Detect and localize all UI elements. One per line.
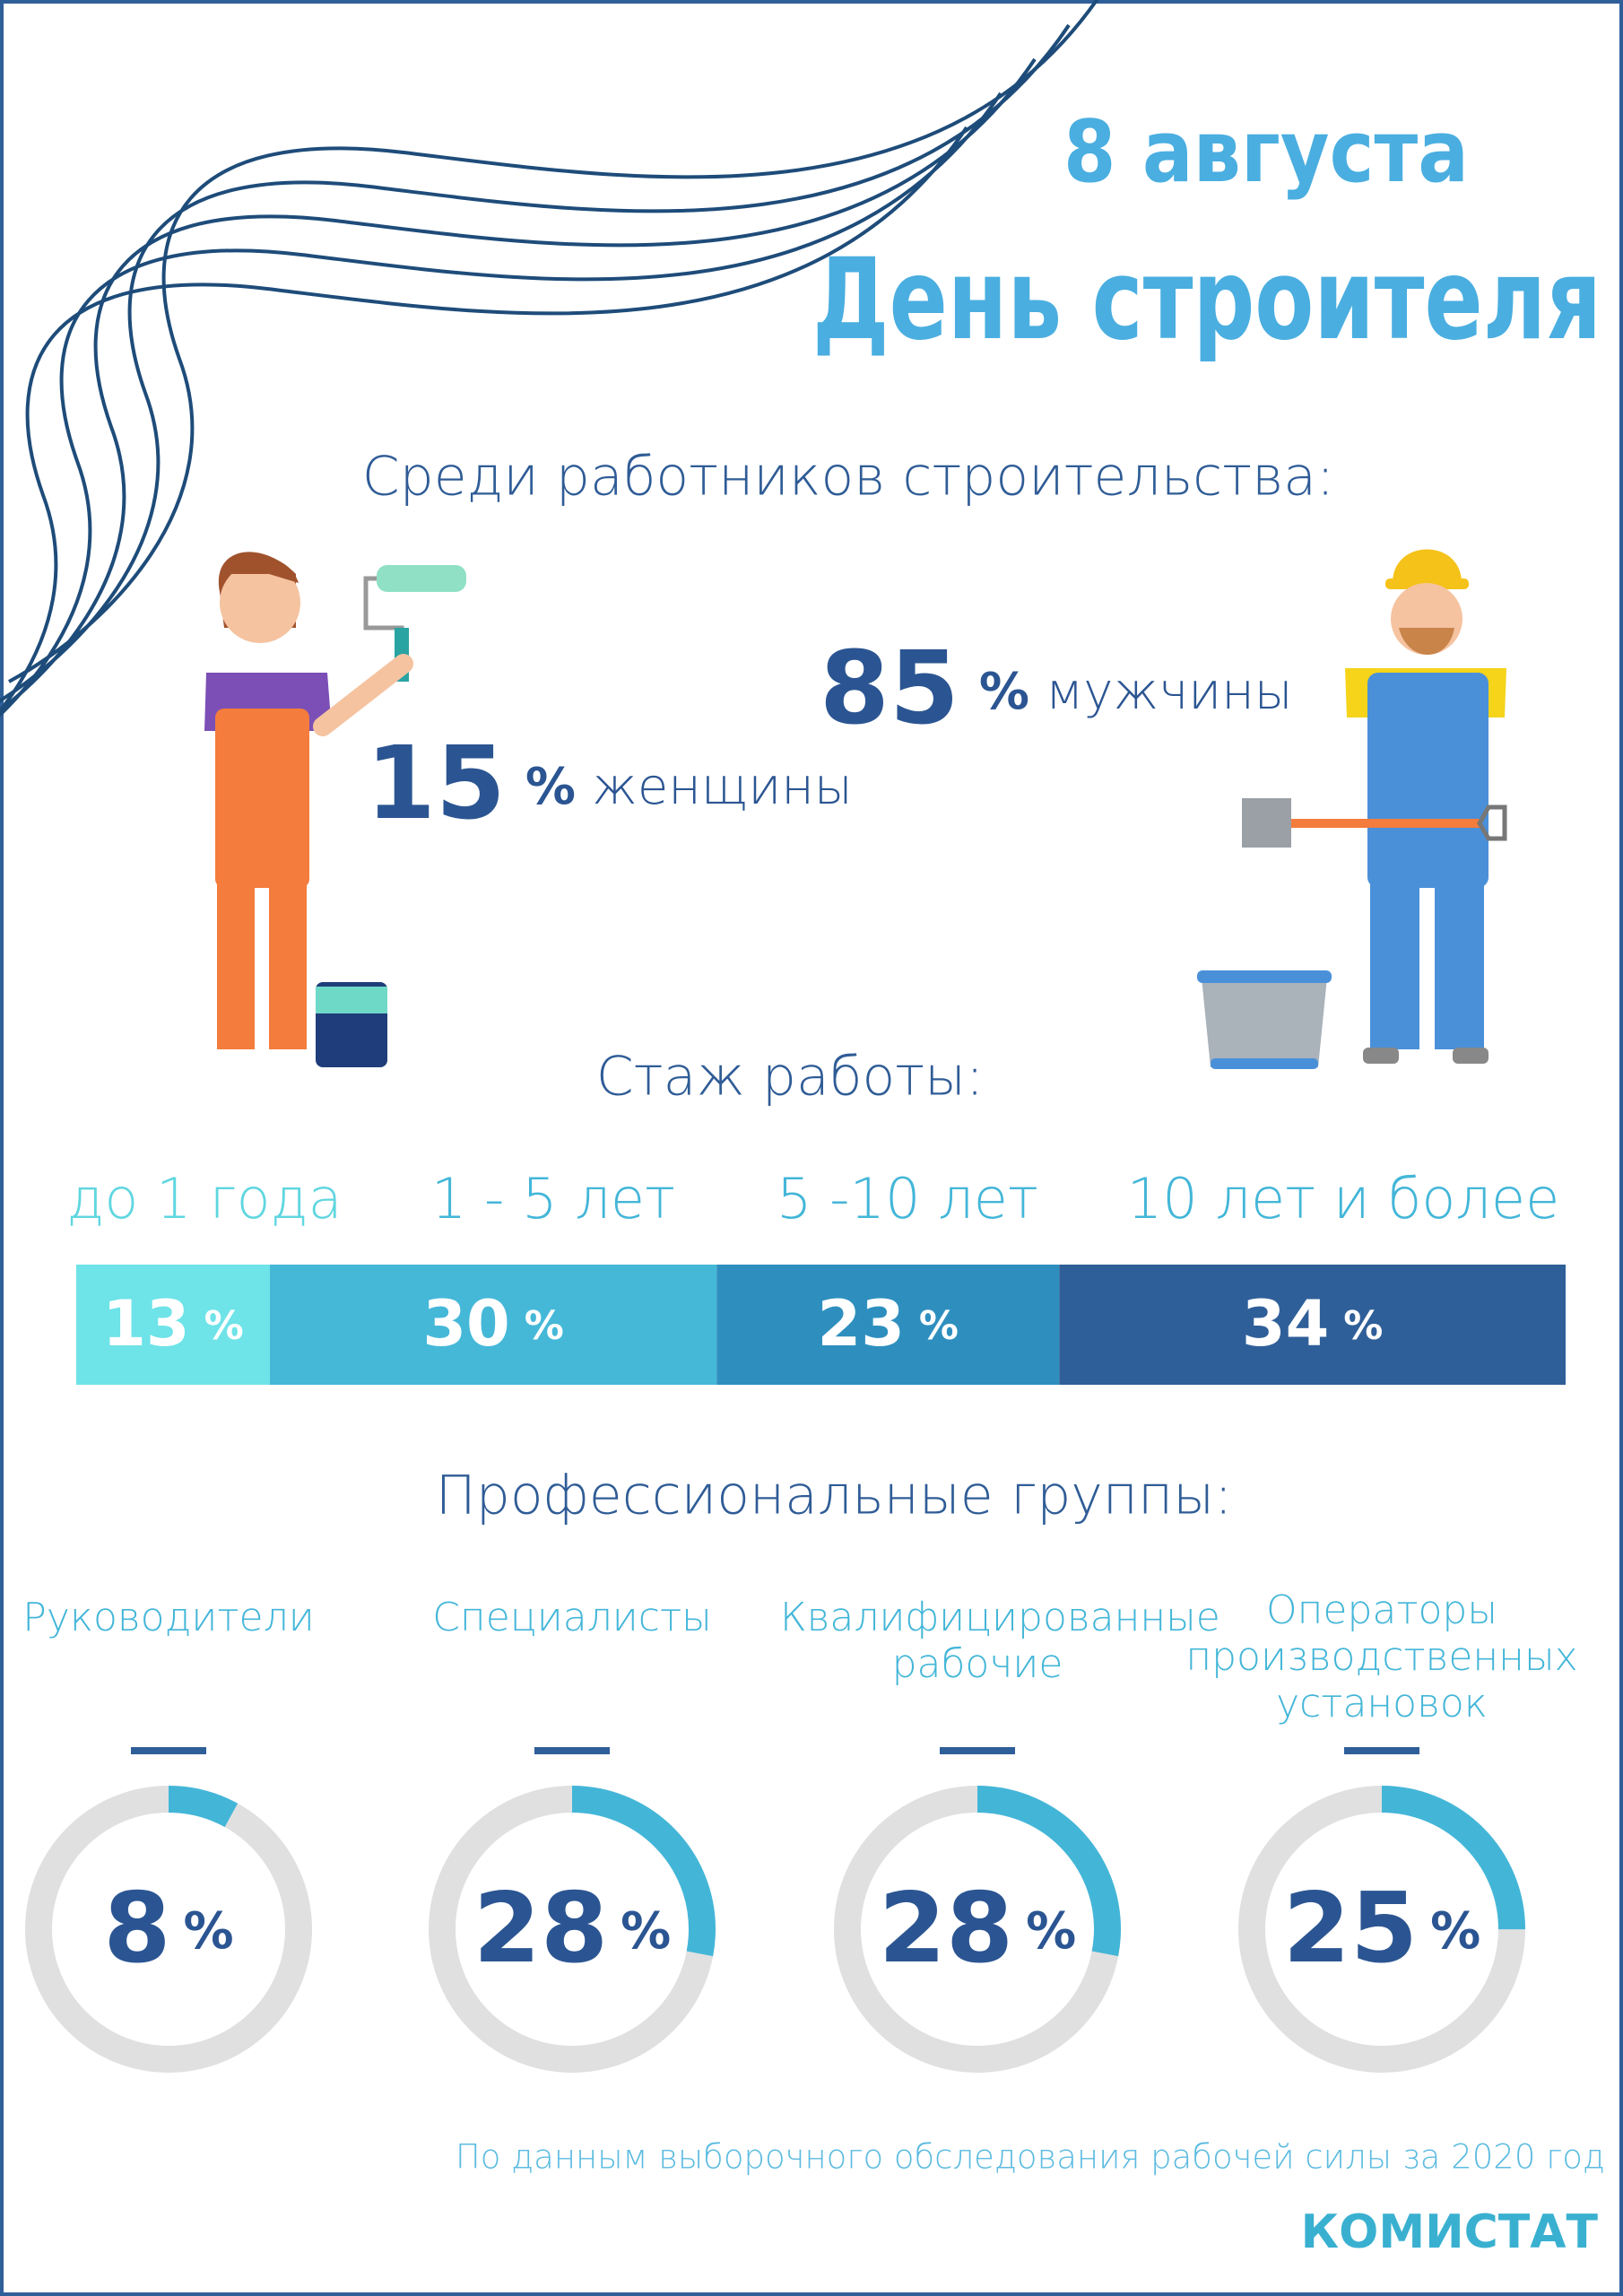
unit: % [1430, 1902, 1480, 1961]
gender-value: 85 [820, 631, 959, 747]
segment-value: 23 [817, 1287, 904, 1361]
divider [534, 1747, 610, 1754]
experience-segment [269, 1265, 717, 1385]
experience-category: до 1 года [66, 1166, 342, 1231]
donut-value: 28 [879, 1873, 1013, 1985]
donut-arc [25, 1786, 312, 2073]
segment-label: 13% [102, 1287, 244, 1361]
unit: % [979, 663, 1029, 721]
gender-title: Среди работников строительства: [362, 446, 1334, 509]
profession-category: Руководители [22, 1595, 315, 1640]
donut-label: 8% [103, 1873, 233, 1985]
divider [940, 1747, 1015, 1754]
gender-label: мужчины [1046, 663, 1293, 721]
title: День строителя [812, 235, 1601, 365]
divider [131, 1747, 206, 1754]
donut-arc [429, 1786, 716, 2073]
unit: % [1343, 1303, 1383, 1349]
segment-label: 34% [1242, 1287, 1384, 1361]
donut-label: 25% [1283, 1873, 1480, 1985]
segment-value: 13 [102, 1287, 189, 1361]
brand: КОМИСТАТ [1301, 2205, 1599, 2259]
donut-label: 28% [879, 1873, 1076, 1985]
donut-arc [1238, 1786, 1525, 2073]
experience-segment [76, 1265, 270, 1385]
experience-segment [1059, 1265, 1566, 1385]
unit: % [1026, 1902, 1076, 1961]
donut-label: 28% [473, 1873, 671, 1985]
experience-category: 1 - 5 лет [431, 1166, 675, 1231]
unit: % [621, 1902, 671, 1961]
donut-value: 8 [103, 1873, 170, 1985]
professions-title: Профессиональные группы: [436, 1465, 1233, 1527]
unit: % [525, 1303, 564, 1349]
unit: % [525, 758, 576, 816]
unit: % [919, 1303, 959, 1349]
experience-title: Стаж работы: [596, 1046, 984, 1109]
source-note: По данным выборочного обследования рабоч… [456, 2138, 1605, 2177]
profession-category: Специалисты [432, 1595, 712, 1640]
divider [1344, 1747, 1419, 1754]
gender-stat: 15% женщины [366, 726, 853, 842]
gender-value: 15 [366, 726, 506, 842]
unit: % [204, 1303, 244, 1349]
profession-category: Операторы производственных установок [1185, 1587, 1578, 1726]
segment-label: 30% [422, 1287, 564, 1361]
segment-label: 23% [817, 1287, 959, 1361]
donut-arc [834, 1786, 1121, 2073]
donut-value: 25 [1283, 1873, 1418, 1985]
man-illustration [1197, 549, 1507, 1069]
unit: % [184, 1902, 234, 1961]
experience-category: 10 лет и более [1127, 1166, 1559, 1231]
date: 8 августа [1063, 103, 1469, 202]
donut-value: 28 [473, 1873, 608, 1985]
woman-illustration [204, 552, 466, 1067]
segment-value: 30 [422, 1287, 509, 1361]
segment-value: 34 [1242, 1287, 1329, 1361]
profession-category: Квалифицированные рабочие [780, 1595, 1220, 1687]
gender-label: женщины [592, 758, 853, 816]
experience-category: 5 -10 лет [777, 1166, 1038, 1231]
gender-stat: 85% мужчины [820, 631, 1293, 747]
experience-segment [716, 1265, 1060, 1385]
waves [0, 0, 1099, 718]
